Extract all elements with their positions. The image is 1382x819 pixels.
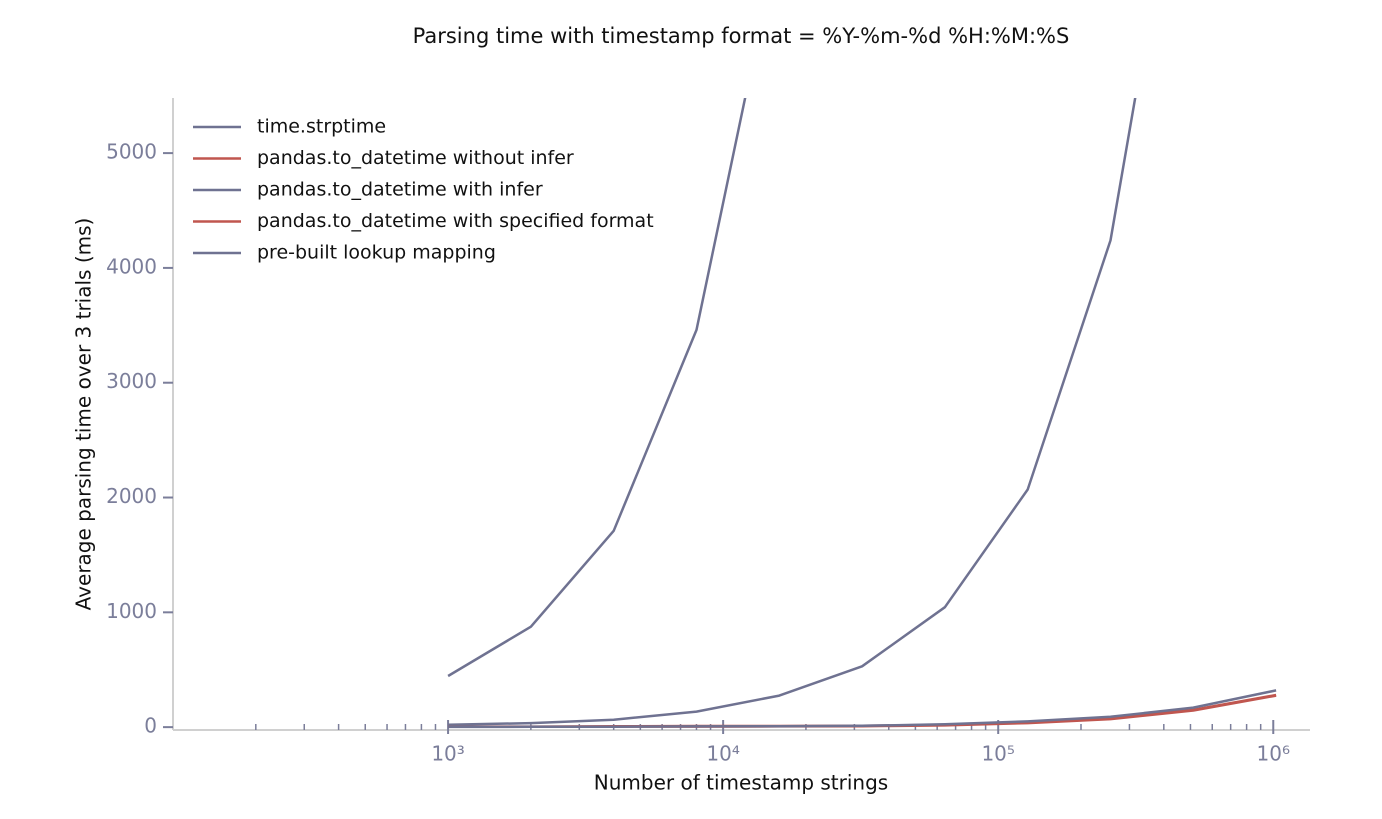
y-tick-label: 5000 — [106, 140, 157, 164]
x-tick-label: 10³ — [431, 742, 464, 766]
plot-area — [447, 98, 1277, 729]
series-line — [448, 689, 1277, 729]
legend-label: pre-built lookup mapping — [257, 242, 496, 264]
y-axis-label: Average parsing time over 3 trials (ms) — [72, 218, 96, 611]
x-axis-label: Number of timestamp strings — [594, 771, 888, 795]
x-tick-label: 10⁵ — [981, 742, 1014, 766]
x-tick-label: 10⁴ — [706, 742, 739, 766]
legend-label: pandas.to_datetime with infer — [257, 179, 543, 201]
series-line — [447, 98, 747, 678]
legend-label: time.strptime — [257, 116, 386, 138]
y-tick-label: 1000 — [106, 599, 157, 623]
legend-label: pandas.to_datetime without infer — [257, 147, 574, 169]
y-tick-label: 2000 — [106, 484, 157, 508]
y-tick-label: 0 — [144, 714, 157, 738]
y-tick-label: 4000 — [106, 254, 157, 278]
x-tick-label: 10⁶ — [1257, 742, 1290, 766]
series-line — [448, 98, 1137, 727]
y-tick-label: 3000 — [106, 369, 157, 393]
chart-title: Parsing time with timestamp format = %Y-… — [413, 24, 1070, 48]
legend-label: pandas.to_datetime with specified format — [257, 210, 654, 232]
